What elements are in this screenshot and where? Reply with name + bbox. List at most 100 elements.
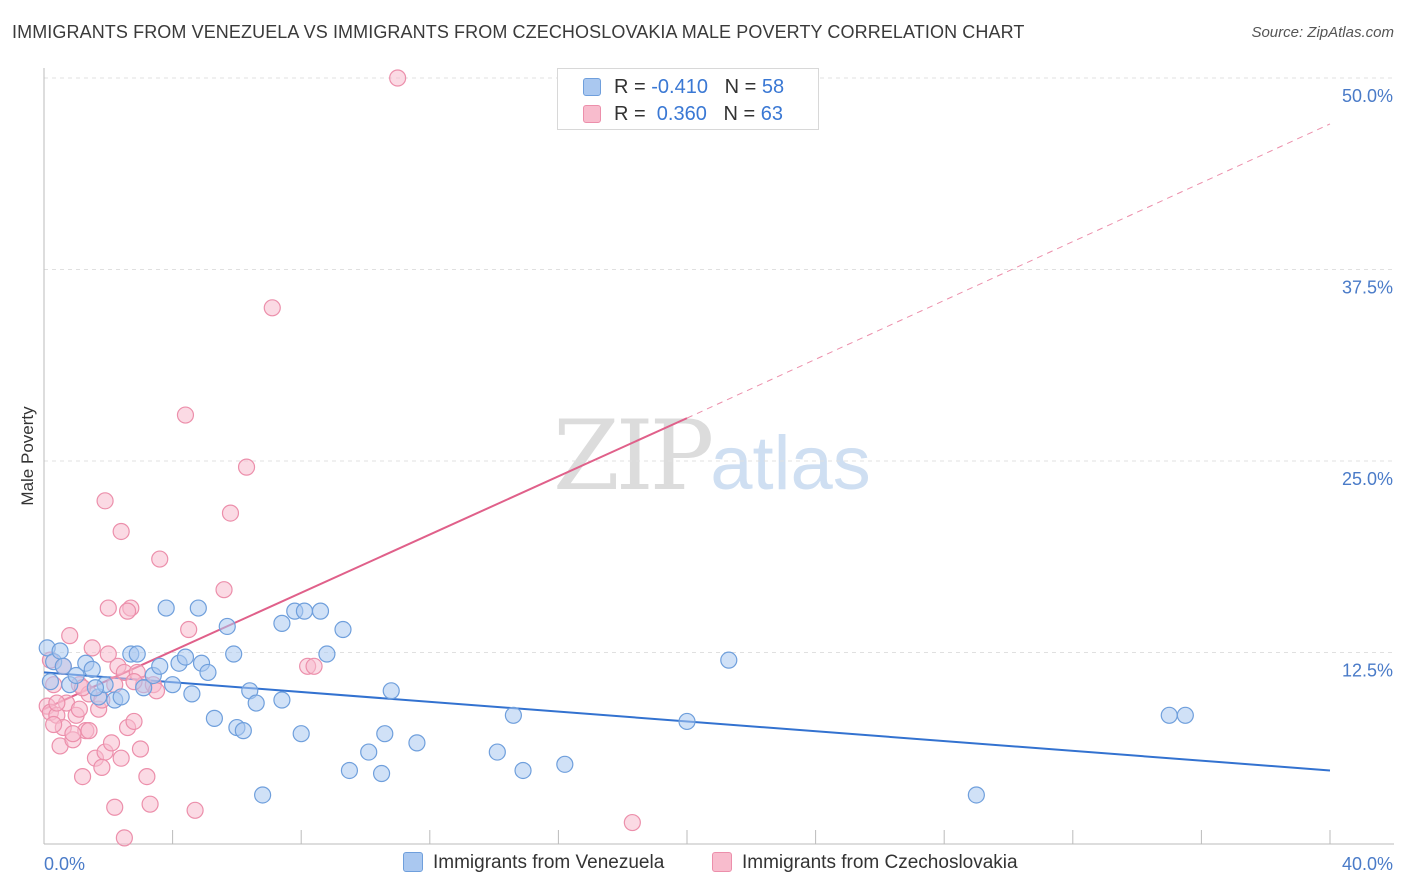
point-venezuela (1160, 706, 1178, 724)
y-tick-label: 25.0% (1342, 469, 1393, 489)
point-venezuela (234, 722, 252, 740)
point-czechoslovakia (176, 406, 195, 424)
source-label: Source: ZipAtlas.com (1251, 24, 1394, 41)
point-venezuela (128, 645, 146, 663)
point-venezuela (67, 666, 85, 685)
point-venezuela (183, 685, 201, 703)
point-venezuela (408, 734, 426, 752)
point-czechoslovakia (112, 749, 130, 767)
point-czechoslovakia (389, 69, 407, 87)
point-czechoslovakia (93, 758, 111, 777)
point-venezuela (556, 755, 574, 773)
point-venezuela (273, 614, 291, 632)
point-venezuela (678, 712, 696, 731)
legend-row-czechoslovakia: R = 0.360 N = 63 (558, 101, 818, 127)
point-venezuela (112, 688, 130, 706)
point-czechoslovakia (99, 599, 117, 617)
legend-swatch-czechoslovakia (583, 105, 601, 123)
point-czechoslovakia (180, 620, 198, 639)
point-venezuela (720, 651, 738, 669)
point-venezuela (318, 645, 336, 663)
series-name-czechoslovakia: Immigrants from Czechoslovakia (742, 852, 1018, 873)
point-venezuela (488, 743, 506, 761)
point-venezuela (360, 743, 378, 761)
point-czechoslovakia (73, 767, 92, 786)
point-venezuela (151, 657, 169, 675)
point-venezuela (311, 602, 330, 620)
point-czechoslovakia (45, 715, 63, 734)
point-venezuela (514, 761, 532, 780)
point-czechoslovakia (118, 602, 137, 620)
point-venezuela (292, 725, 310, 743)
y-tick-label: 12.5% (1342, 661, 1393, 681)
point-czechoslovakia (237, 458, 256, 476)
point-venezuela (189, 599, 207, 617)
point-czechoslovakia (125, 712, 143, 731)
point-venezuela (247, 694, 265, 712)
point-venezuela (86, 679, 105, 697)
y-tick-label: 37.5% (1342, 278, 1393, 298)
point-venezuela (382, 682, 400, 700)
point-venezuela (83, 660, 101, 678)
point-czechoslovakia (99, 645, 117, 663)
point-czechoslovakia (138, 767, 156, 786)
point-czechoslovakia (215, 581, 233, 599)
point-czechoslovakia (305, 657, 323, 675)
data-points (38, 69, 1194, 847)
point-czechoslovakia (106, 798, 124, 816)
point-venezuela (54, 657, 72, 675)
point-czechoslovakia (61, 627, 79, 645)
point-venezuela (1176, 706, 1194, 724)
legend-stats-czechoslovakia: R = 0.360 N = 63 (614, 103, 784, 125)
trend-line-czechoslovakia (43, 417, 688, 711)
point-venezuela (135, 679, 153, 697)
point-czechoslovakia (186, 801, 204, 819)
point-czechoslovakia (64, 725, 82, 743)
trend-lines (43, 123, 1331, 772)
point-venezuela (295, 602, 314, 620)
x-tick-label-min: 0.0% (44, 854, 85, 874)
legend-swatch-venezuela (583, 78, 601, 96)
point-czechoslovakia (221, 504, 240, 522)
series-legend-czechoslovakia[interactable]: Immigrants from Czechoslovakia (712, 852, 1018, 874)
point-czechoslovakia (96, 492, 114, 510)
point-czechoslovakia (83, 639, 101, 657)
y-axis-label: Male Poverty (18, 406, 37, 506)
point-venezuela (41, 673, 60, 691)
point-venezuela (340, 761, 359, 780)
point-czechoslovakia (141, 795, 159, 813)
tick-labels: 12.5% 25.0% 37.5% 50.0% 0.0% 40.0% (44, 86, 1393, 874)
point-venezuela (967, 786, 985, 804)
point-czechoslovakia (70, 700, 88, 718)
point-venezuela (205, 709, 223, 727)
point-venezuela (504, 706, 522, 724)
series-legend-venezuela[interactable]: Immigrants from Venezuela (403, 852, 664, 874)
x-tick-label-max: 40.0% (1342, 854, 1393, 874)
point-czechoslovakia (102, 734, 121, 752)
point-czechoslovakia (623, 813, 641, 832)
y-tick-label: 50.0% (1342, 86, 1393, 106)
series-swatch-czechoslovakia (712, 852, 732, 872)
correlation-legend: R = -0.410 N = 58 R = 0.360 N = 63 (557, 68, 819, 130)
point-venezuela (199, 663, 217, 682)
point-venezuela (176, 648, 195, 666)
point-venezuela (334, 620, 352, 639)
point-czechoslovakia (115, 829, 133, 847)
point-venezuela (225, 645, 243, 663)
point-czechoslovakia (263, 299, 281, 317)
series-name-venezuela: Immigrants from Venezuela (433, 852, 665, 873)
point-czechoslovakia (48, 694, 66, 712)
point-venezuela (157, 599, 175, 617)
point-venezuela (372, 764, 391, 783)
point-venezuela (51, 642, 69, 660)
legend-row-venezuela: R = -0.410 N = 58 (558, 74, 818, 100)
point-czechoslovakia (151, 550, 169, 568)
legend-stats-venezuela: R = -0.410 N = 58 (614, 76, 785, 98)
point-venezuela (164, 676, 182, 694)
point-czechoslovakia (112, 522, 130, 541)
point-venezuela (273, 691, 291, 709)
point-czechoslovakia (80, 722, 98, 740)
point-czechoslovakia (131, 740, 150, 758)
point-venezuela (376, 725, 394, 743)
